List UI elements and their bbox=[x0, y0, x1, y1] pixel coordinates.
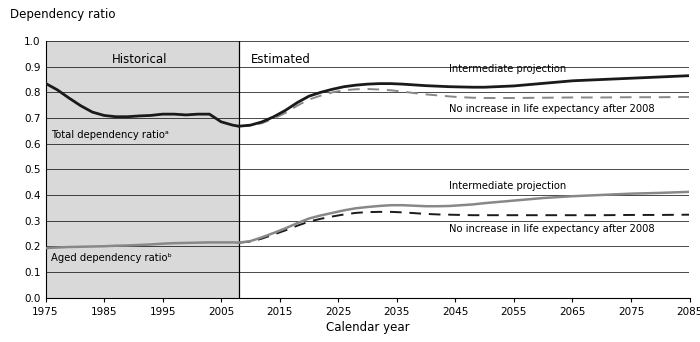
Text: Aged dependency ratioᵇ: Aged dependency ratioᵇ bbox=[51, 253, 172, 263]
Text: Total dependency ratioᵃ: Total dependency ratioᵃ bbox=[51, 130, 169, 140]
X-axis label: Calendar year: Calendar year bbox=[326, 321, 409, 334]
Text: No increase in life expectancy after 2008: No increase in life expectancy after 200… bbox=[449, 104, 655, 114]
Bar bbox=[46, 41, 239, 298]
Text: Intermediate projection: Intermediate projection bbox=[449, 181, 567, 191]
Text: No increase in life expectancy after 2008: No increase in life expectancy after 200… bbox=[449, 224, 655, 234]
Text: Intermediate projection: Intermediate projection bbox=[449, 64, 567, 75]
Text: Dependency ratio: Dependency ratio bbox=[10, 8, 116, 21]
Text: Historical: Historical bbox=[111, 53, 167, 66]
Text: Estimated: Estimated bbox=[251, 53, 310, 66]
